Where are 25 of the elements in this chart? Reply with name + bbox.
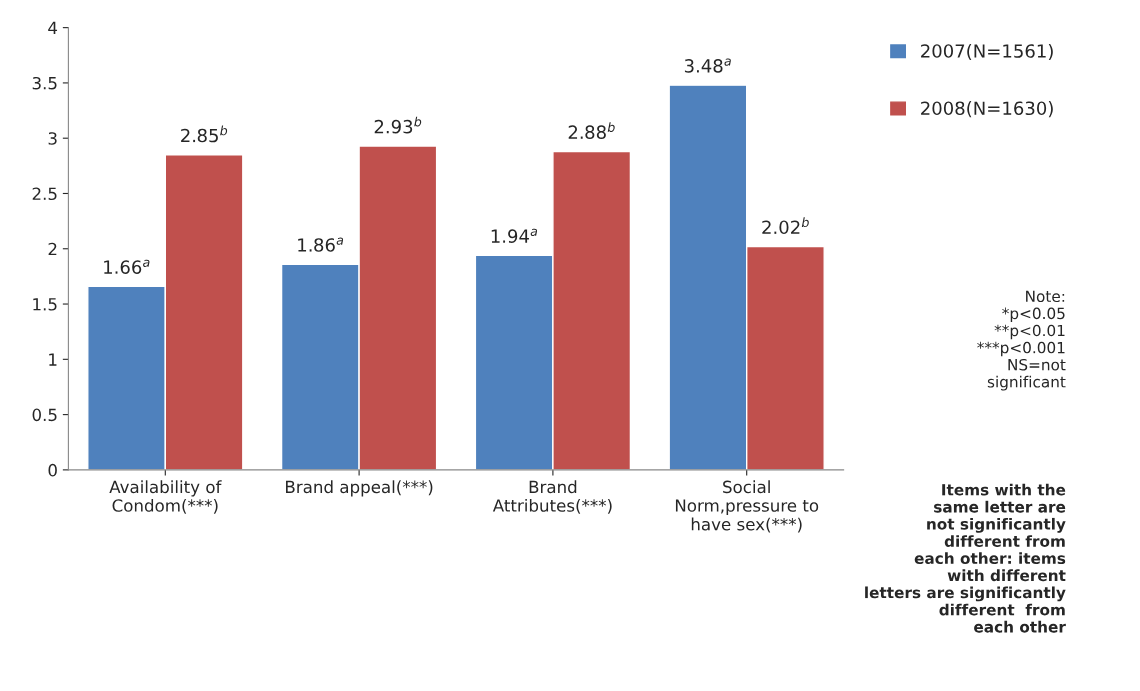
data-label: 2.88$^{b}$	[568, 122, 615, 140]
y-tick-label: 3	[48, 132, 57, 145]
data-label: 3.48$^{a}$	[684, 58, 731, 73]
x-tick-label: Brand Attributes(***)	[492, 480, 612, 514]
data-label: 2.93$^{b}$	[374, 116, 422, 134]
y-tick-label: 2.5	[32, 187, 57, 201]
legend-label: 2007(N=1561)	[921, 43, 1053, 60]
x-tick-label: Brand appeal(***)	[286, 480, 433, 497]
y-tick-label: 1.5	[33, 298, 57, 311]
legend-label: 2008(N=1630)	[921, 101, 1053, 118]
data-label: 1.94$^{a}$	[491, 228, 538, 243]
y-tick-label: 0	[48, 463, 57, 477]
data-label: 1.86$^{a}$	[298, 237, 344, 252]
data-label: 1.66$^{a}$	[104, 259, 150, 274]
x-tick-label: Social Norm,pressure to have sex(***)	[675, 480, 819, 533]
y-tick-label: 2	[48, 242, 57, 256]
y-tick-label: 3.5	[32, 76, 57, 90]
text: Items with the same letter are not significantly different from each other: items with different letters are significantly different from each other	[865, 483, 1066, 633]
y-tick-label: 0.5	[32, 408, 57, 422]
y-tick-label: 4	[48, 21, 58, 34]
data-label: 2.85$^{b}$	[181, 125, 228, 143]
text: Note: *p<0.05 **p<0.01 ***p<0.001 NS=not significant	[977, 290, 1066, 391]
data-label: 2.02$^{b}$	[762, 217, 809, 235]
x-tick-label: Availability of Condom(***)	[109, 480, 222, 514]
y-tick-label: 1	[49, 353, 57, 366]
